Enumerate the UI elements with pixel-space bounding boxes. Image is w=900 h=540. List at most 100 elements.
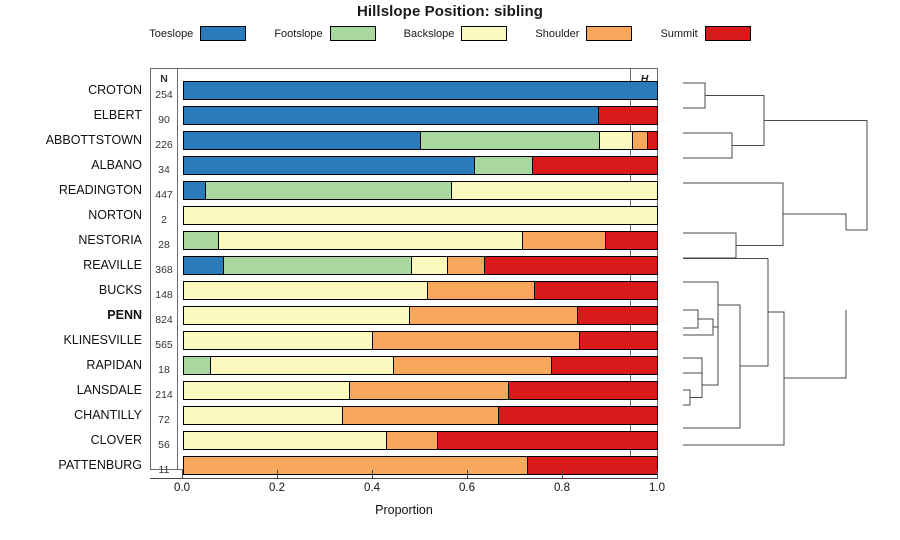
bar-segment-backslope[interactable] (184, 407, 343, 424)
x-tick (562, 470, 563, 478)
bar-segment-shoulder[interactable] (447, 257, 485, 274)
bar-segment-backslope[interactable] (184, 382, 351, 399)
category-label-readington: READINGTON (58, 183, 142, 197)
bar-segment-backslope[interactable] (184, 282, 429, 299)
stacked-bar[interactable] (183, 356, 658, 375)
n-value: 2 (161, 214, 167, 226)
bar-segment-summit[interactable] (508, 382, 657, 399)
bar-segment-toeslope[interactable] (184, 82, 657, 99)
bar-segment-summit[interactable] (580, 332, 657, 349)
bar-segment-backslope[interactable] (210, 357, 394, 374)
bar-segment-shoulder[interactable] (350, 382, 509, 399)
x-tick-label: 0.2 (269, 482, 285, 494)
bar-segment-summit[interactable] (648, 132, 657, 149)
stacked-bar[interactable] (183, 331, 658, 350)
bar-segment-summit[interactable] (606, 232, 657, 249)
bar-segment-toeslope[interactable] (184, 107, 600, 124)
bar-segment-footslope[interactable] (184, 357, 211, 374)
bar-segment-shoulder[interactable] (428, 282, 536, 299)
category-label-pattenburg: PATTENBURG (58, 458, 142, 472)
n-value: 368 (155, 264, 173, 276)
chart-title: Hillslope Position: sibling (356, 3, 544, 20)
bar-segment-summit[interactable] (437, 432, 657, 449)
bar-segment-summit[interactable] (528, 457, 657, 474)
x-axis-title: Proportion (375, 503, 433, 517)
bar-segment-backslope[interactable] (184, 332, 374, 349)
bar-segment-summit[interactable] (484, 257, 657, 274)
category-label-bucks: BUCKS (98, 283, 142, 297)
x-tick (182, 470, 183, 478)
bar-segment-shoulder[interactable] (184, 457, 529, 474)
bar-segment-backslope[interactable] (184, 307, 411, 324)
x-tick (277, 470, 278, 478)
bar-segment-backslope[interactable] (451, 182, 657, 199)
stacked-bar[interactable] (183, 81, 658, 100)
stacked-bar[interactable] (183, 381, 658, 400)
bar-segment-footslope[interactable] (223, 257, 412, 274)
n-value: 34 (158, 164, 170, 176)
legend-swatch-summit (704, 26, 751, 41)
bar-segment-summit[interactable] (535, 282, 657, 299)
legend-swatch-shoulder (586, 26, 633, 41)
bar-segment-backslope[interactable] (184, 207, 657, 224)
legend-label: Shoulder (535, 27, 580, 40)
stacked-bar[interactable] (183, 456, 658, 475)
bar-segment-backslope[interactable] (219, 232, 523, 249)
stacked-bar[interactable] (183, 206, 658, 225)
stacked-bar[interactable] (183, 181, 658, 200)
plot-panel: 2540900.542261.57341.34471.2120281.47368… (150, 68, 658, 476)
bar-segment-summit[interactable] (532, 157, 657, 174)
stacked-bar[interactable] (183, 306, 658, 325)
bar-segment-toeslope[interactable] (184, 132, 421, 149)
h-column-header: H (640, 73, 649, 85)
n-value: 18 (158, 364, 170, 376)
bar-segment-toeslope[interactable] (184, 157, 475, 174)
x-axis: 0.0 0.2 0.4 0.6 0.8 1.0 (150, 470, 665, 510)
bar-segment-footslope[interactable] (205, 182, 452, 199)
bar-segment-backslope[interactable] (184, 432, 388, 449)
n-value: 11 (158, 464, 170, 476)
category-axis-labels: CROTON ELBERT ABBOTTSTOWN ALBANO READINGTON N… (0, 68, 146, 472)
stacked-bar[interactable] (183, 231, 658, 250)
bar-segment-shoulder[interactable] (410, 307, 579, 324)
stacked-bar[interactable] (183, 406, 658, 425)
bar-segment-summit[interactable] (578, 307, 657, 324)
stacked-bar[interactable] (183, 256, 658, 275)
stacked-bar[interactable] (183, 281, 658, 300)
n-value: 56 (158, 439, 170, 451)
x-tick (372, 470, 373, 478)
x-axis-line (150, 478, 658, 479)
bar-rows: 2540900.542261.57341.34471.2120281.47368… (151, 69, 658, 476)
stacked-bar[interactable] (183, 156, 658, 175)
bar-segment-summit[interactable] (599, 107, 657, 124)
category-label-lansdale: LANSDALE (76, 383, 142, 397)
n-value: 824 (155, 314, 173, 326)
category-label-rapidan: RAPIDAN (86, 358, 142, 372)
n-value: 90 (158, 114, 170, 126)
bar-segment-summit[interactable] (498, 407, 657, 424)
panel-divider-left (177, 69, 178, 469)
n-value: 28 (158, 239, 170, 251)
bar-segment-summit[interactable] (552, 357, 657, 374)
bar-segment-shoulder[interactable] (522, 232, 607, 249)
bar-segment-shoulder[interactable] (633, 132, 649, 149)
bar-segment-backslope[interactable] (411, 257, 448, 274)
bar-segment-footslope[interactable] (474, 157, 533, 174)
bar-segment-toeslope[interactable] (184, 182, 206, 199)
stacked-bar[interactable] (183, 431, 658, 450)
bar-segment-toeslope[interactable] (184, 257, 224, 274)
category-label-abbottstown: ABBOTTSTOWN (45, 133, 142, 147)
n-value: 254 (155, 89, 173, 101)
category-label-nestoria: NESTORIA (78, 233, 142, 247)
stacked-bar[interactable] (183, 131, 658, 150)
bar-segment-backslope[interactable] (600, 132, 634, 149)
bar-segment-footslope[interactable] (184, 232, 219, 249)
stacked-bar[interactable] (183, 106, 658, 125)
bar-segment-footslope[interactable] (420, 132, 601, 149)
bar-segment-shoulder[interactable] (373, 332, 581, 349)
bar-segment-shoulder[interactable] (387, 432, 438, 449)
category-label-reaville: REAVILLE (83, 258, 142, 272)
bar-segment-shoulder[interactable] (394, 357, 553, 374)
bar-segment-shoulder[interactable] (342, 407, 499, 424)
